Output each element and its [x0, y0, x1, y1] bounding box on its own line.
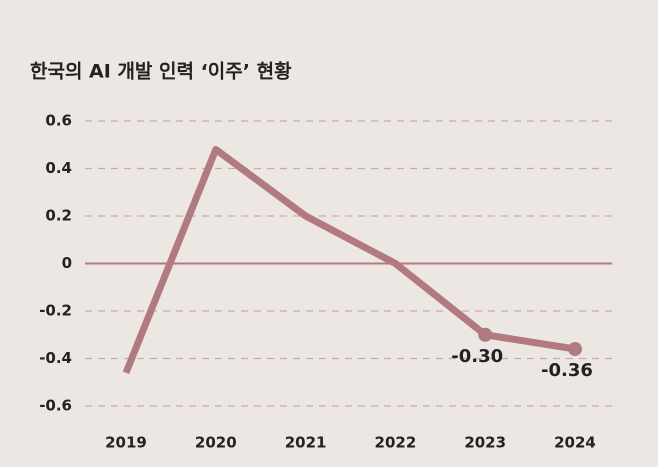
chart-title: 한국의 AI 개발 인력 ‘이주’ 현황: [30, 60, 292, 83]
data-point: [478, 327, 493, 342]
y-tick-label: 0.6: [45, 112, 72, 130]
x-tick-label: 2023: [464, 434, 506, 452]
x-tick-label: 2021: [285, 434, 327, 452]
y-tick-label: -0.4: [39, 349, 72, 367]
y-tick-label: 0: [62, 254, 72, 272]
data-line: [122, 146, 576, 375]
value-label: -0.36: [541, 360, 593, 381]
value-label: -0.30: [451, 346, 503, 367]
data-point: [568, 342, 582, 356]
y-tick-label: -0.6: [39, 397, 72, 415]
x-tick-label: 2022: [375, 434, 417, 452]
y-tick-label: 0.4: [45, 159, 72, 177]
y-tick-label: -0.2: [39, 302, 72, 320]
x-tick-label: 2020: [195, 434, 237, 452]
x-tick-label: 2024: [554, 434, 596, 452]
x-tick-label: 2019: [105, 434, 147, 452]
y-tick-label: 0.2: [45, 207, 72, 225]
